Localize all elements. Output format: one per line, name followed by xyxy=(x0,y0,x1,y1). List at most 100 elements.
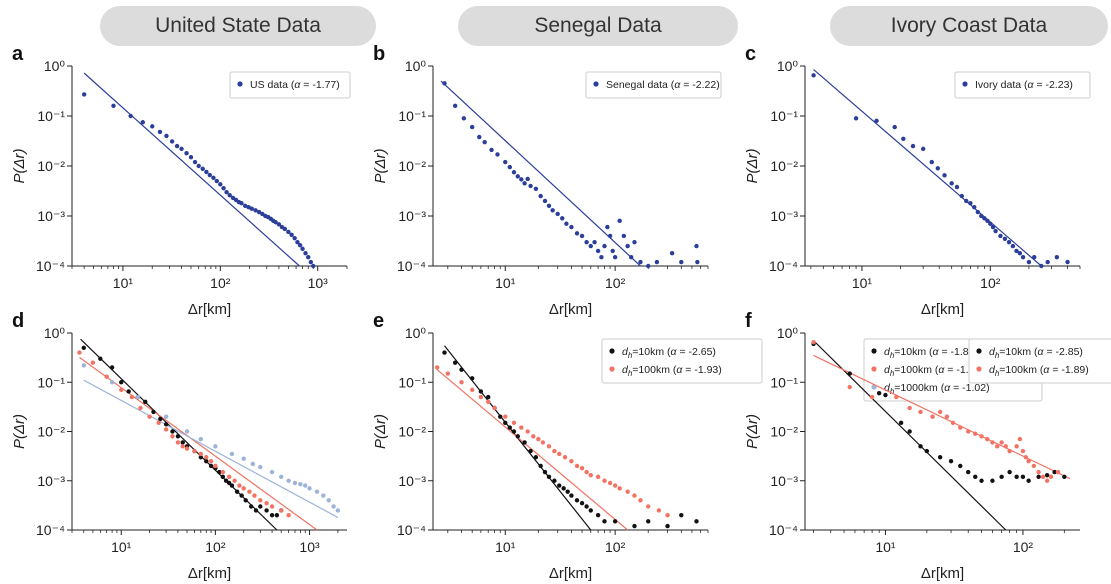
data-point xyxy=(492,405,497,411)
data-point xyxy=(531,434,536,439)
data-point xyxy=(242,203,248,208)
data-point xyxy=(204,455,209,460)
data-point xyxy=(533,455,539,460)
data-point xyxy=(966,429,971,434)
y-tick-label: 10⁻³ xyxy=(398,473,426,489)
panel-a: 10¹ 10² 10³ 10⁰ 10⁻¹ 10⁻² 10⁻³ 10⁻⁴ Δr[km] P(Δr) a… xyxy=(11,43,351,318)
legend-marker xyxy=(976,366,982,372)
data-point xyxy=(249,206,254,211)
panel-c: 10¹ 10² 10⁰ 10⁻¹ 10⁻² 10⁻³ 10⁻⁴ Δr[km] P(Δr) c Ivo… xyxy=(744,43,1091,318)
data-point xyxy=(286,229,291,235)
data-point xyxy=(944,414,950,419)
data-point xyxy=(126,389,131,394)
legend-label: US data (α = -1.77) xyxy=(250,79,340,91)
data-point xyxy=(175,434,181,439)
data-point xyxy=(469,124,475,130)
header-senegal: Senegal Data xyxy=(458,6,738,46)
legend-marker xyxy=(593,81,599,87)
data-point xyxy=(224,189,229,195)
data-point xyxy=(811,340,816,345)
data-point xyxy=(445,371,451,376)
data-point xyxy=(253,208,258,213)
data-point xyxy=(607,480,613,486)
legend-marker xyxy=(609,348,615,354)
data-point xyxy=(207,172,212,178)
data-point xyxy=(461,116,467,121)
data-point xyxy=(204,169,209,175)
x-axis-label: Δr[km] xyxy=(188,301,231,318)
data-point xyxy=(638,259,643,265)
data-point xyxy=(536,436,541,442)
data-point xyxy=(503,420,508,426)
data-point xyxy=(874,118,879,124)
data-point xyxy=(546,203,552,208)
data-point xyxy=(990,478,995,483)
data-point xyxy=(973,474,978,480)
y-tick-label: 10⁰ xyxy=(405,58,427,74)
legend-label: dh=100km (α = -1.93) xyxy=(622,364,722,378)
data-point xyxy=(289,232,294,238)
panel-letter: e xyxy=(373,310,384,332)
data-point xyxy=(588,472,593,478)
legend-label: dh=10km (α = -2.85) xyxy=(989,346,1083,360)
legend-marker xyxy=(609,366,615,372)
y-tick-label: 10⁰ xyxy=(777,325,799,341)
data-point xyxy=(599,254,604,260)
data-point xyxy=(227,193,232,198)
data-point xyxy=(1007,469,1012,475)
data-point xyxy=(248,504,254,509)
data-point xyxy=(565,489,570,494)
data-point xyxy=(1031,463,1037,469)
data-point xyxy=(278,474,284,480)
data-point xyxy=(486,394,491,400)
data-point xyxy=(214,178,219,184)
data-point xyxy=(1044,472,1050,478)
data-point xyxy=(1010,243,1016,249)
panel-letter: a xyxy=(12,43,24,65)
data-point xyxy=(519,177,524,182)
data-point xyxy=(295,239,300,245)
data-point xyxy=(979,478,984,483)
data-point xyxy=(232,478,237,483)
y-tick-label: 10⁻⁴ xyxy=(397,522,426,538)
data-point xyxy=(273,220,278,225)
y-tick-label: 10⁻² xyxy=(770,424,798,440)
fit-line xyxy=(813,340,1007,531)
panel-f: 10¹ 10² 10⁰ 10⁻¹ 10⁻² 10⁻³ 10⁻⁴ Δr[km] P(Δr) f dh=… xyxy=(744,310,1111,582)
data-point xyxy=(507,164,513,170)
fit-line xyxy=(813,69,1042,267)
data-point xyxy=(525,429,530,434)
data-point xyxy=(286,512,291,518)
data-point xyxy=(220,474,226,480)
data-point xyxy=(198,451,203,457)
data-point xyxy=(605,224,610,230)
data-point xyxy=(665,523,670,529)
data-point xyxy=(264,508,269,513)
data-point xyxy=(157,129,163,135)
data-point xyxy=(942,173,947,178)
data-point xyxy=(278,508,284,513)
data-point xyxy=(211,175,216,181)
data-point xyxy=(119,380,124,385)
data-point xyxy=(164,133,169,139)
y-axis-label: P(Δr) xyxy=(11,148,28,183)
data-point xyxy=(129,394,135,400)
y-tick-label: 10⁻³ xyxy=(770,208,798,224)
data-point xyxy=(498,414,503,419)
data-point xyxy=(679,512,684,518)
data-point xyxy=(331,504,336,509)
data-point xyxy=(954,184,960,190)
data-point xyxy=(192,448,197,454)
data-point xyxy=(170,434,175,439)
data-point xyxy=(847,384,852,390)
legend-label: Senegal data (α = -2.22) xyxy=(606,79,720,91)
data-point xyxy=(542,198,548,204)
fit-line xyxy=(440,80,641,267)
data-point xyxy=(628,254,634,260)
fit-line xyxy=(436,369,629,531)
data-point xyxy=(243,498,248,503)
data-point xyxy=(135,394,141,400)
data-point xyxy=(538,193,543,199)
data-point xyxy=(143,399,148,405)
y-axis-label: P(Δr) xyxy=(744,148,761,183)
